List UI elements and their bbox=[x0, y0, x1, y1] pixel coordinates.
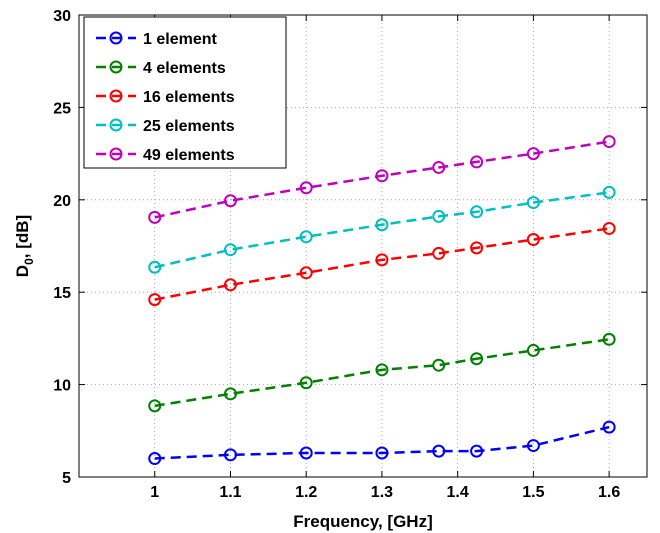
legend-label: 1 element bbox=[143, 31, 217, 48]
series-1-element bbox=[148, 420, 616, 466]
data-point bbox=[148, 260, 162, 274]
legend-label: 49 elements bbox=[143, 147, 235, 164]
data-point bbox=[432, 209, 446, 223]
legend-marker bbox=[109, 147, 123, 161]
x-tick-label: 1.1 bbox=[219, 484, 241, 501]
data-point bbox=[526, 343, 540, 357]
data-point bbox=[432, 358, 446, 372]
data-point bbox=[602, 332, 616, 346]
series-line bbox=[154, 338, 610, 408]
legend-marker bbox=[109, 118, 123, 132]
y-tick-label: 5 bbox=[62, 470, 71, 487]
series-line bbox=[154, 425, 610, 460]
x-tick-label: 1.2 bbox=[295, 484, 317, 501]
data-point bbox=[299, 181, 313, 195]
data-point bbox=[432, 160, 446, 174]
y-axis-label-unit: , [dB] bbox=[13, 215, 32, 258]
series-line bbox=[154, 227, 610, 301]
data-point bbox=[375, 446, 389, 460]
data-point bbox=[375, 169, 389, 183]
data-point bbox=[223, 243, 237, 257]
data-point bbox=[526, 196, 540, 210]
series-4-elements bbox=[148, 332, 616, 413]
data-point bbox=[223, 194, 237, 208]
data-point bbox=[299, 266, 313, 280]
legend-marker bbox=[109, 31, 123, 45]
data-point bbox=[375, 218, 389, 232]
data-point bbox=[299, 376, 313, 390]
data-point bbox=[223, 387, 237, 401]
data-point bbox=[148, 210, 162, 224]
x-tick-label: 1 bbox=[150, 484, 159, 501]
data-point bbox=[470, 205, 484, 219]
data-point bbox=[375, 253, 389, 267]
y-axis-label: D0, [dB] bbox=[13, 215, 36, 277]
legend: 1 element 4 elements 16 elements 25 element… bbox=[83, 16, 287, 169]
legend-label: 25 elements bbox=[143, 118, 235, 135]
data-point bbox=[470, 241, 484, 255]
series-25-elements bbox=[148, 185, 616, 274]
data-point bbox=[602, 185, 616, 199]
legend-label: 4 elements bbox=[143, 60, 226, 77]
y-tick-label: 20 bbox=[53, 193, 71, 210]
data-point bbox=[602, 221, 616, 235]
y-axis-label-subscript: 0 bbox=[22, 258, 36, 265]
y-tick-label: 30 bbox=[53, 8, 71, 25]
legend-box bbox=[83, 16, 287, 169]
data-point bbox=[432, 444, 446, 458]
data-point bbox=[148, 452, 162, 466]
data-point bbox=[223, 448, 237, 462]
x-axis-label: Frequency, [GHz] bbox=[293, 512, 432, 531]
data-point bbox=[470, 444, 484, 458]
plot-frame bbox=[78, 14, 648, 478]
data-point bbox=[526, 147, 540, 161]
data-point bbox=[526, 233, 540, 247]
data-point bbox=[148, 399, 162, 413]
x-tick-label: 1.4 bbox=[447, 484, 469, 501]
data-point bbox=[375, 363, 389, 377]
data-point bbox=[470, 352, 484, 366]
data-point bbox=[602, 420, 616, 434]
series-49-elements bbox=[148, 135, 616, 224]
legend-label: 16 elements bbox=[143, 89, 235, 106]
legend-marker bbox=[109, 89, 123, 103]
data-point bbox=[470, 155, 484, 169]
ticks: 1 1.1 1.2 1.3 1.4 1.5 1.6 5 10 15 20 25 30 bbox=[53, 8, 647, 501]
y-tick-label: 15 bbox=[53, 285, 71, 302]
y-tick-label: 25 bbox=[53, 100, 71, 117]
data-point bbox=[148, 293, 162, 307]
x-tick-label: 1.6 bbox=[598, 484, 620, 501]
series-line bbox=[154, 140, 610, 219]
x-tick-label: 1.3 bbox=[371, 484, 393, 501]
data-point bbox=[602, 135, 616, 149]
x-tick-label: 1.5 bbox=[522, 484, 544, 501]
series-layer bbox=[148, 135, 616, 466]
data-point bbox=[223, 278, 237, 292]
legend-marker bbox=[109, 60, 123, 74]
y-tick-label: 10 bbox=[53, 378, 71, 395]
data-point bbox=[299, 446, 313, 460]
series-16-elements bbox=[148, 221, 616, 307]
y-axis-label-main: D bbox=[13, 265, 32, 277]
data-point bbox=[526, 439, 540, 453]
data-point bbox=[299, 230, 313, 244]
series-line bbox=[154, 191, 610, 269]
data-point bbox=[432, 246, 446, 260]
